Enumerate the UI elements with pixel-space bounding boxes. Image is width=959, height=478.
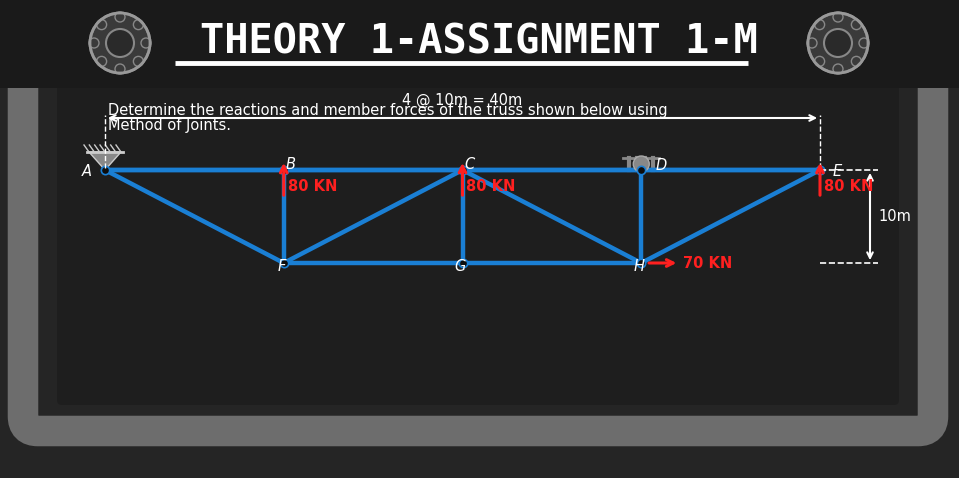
Circle shape [133, 20, 144, 30]
Polygon shape [89, 152, 121, 170]
Text: Determine the reactions and member forces of the truss shown below using: Determine the reactions and member force… [108, 103, 667, 118]
FancyBboxPatch shape [0, 0, 959, 88]
Text: Method of Joints.: Method of Joints. [108, 118, 231, 133]
Text: H: H [634, 259, 644, 274]
Text: 4 @ 10m = 40m: 4 @ 10m = 40m [403, 93, 523, 108]
Circle shape [824, 29, 852, 57]
Text: 10m: 10m [878, 209, 911, 224]
Text: THEORY 1-ASSIGNMENT 1-M: THEORY 1-ASSIGNMENT 1-M [200, 22, 758, 62]
Text: 80 KN: 80 KN [824, 178, 874, 194]
Circle shape [633, 156, 649, 172]
Circle shape [852, 56, 861, 66]
Circle shape [115, 12, 125, 22]
Text: 70 KN: 70 KN [683, 256, 733, 271]
Circle shape [115, 64, 125, 74]
Text: G: G [455, 259, 466, 274]
Circle shape [97, 20, 106, 30]
Text: 80 KN: 80 KN [466, 178, 516, 194]
Text: E: E [833, 163, 842, 178]
Circle shape [133, 56, 144, 66]
Circle shape [90, 13, 150, 73]
Circle shape [814, 20, 825, 30]
Circle shape [89, 38, 99, 48]
Text: F: F [277, 259, 286, 274]
Circle shape [141, 38, 151, 48]
Circle shape [833, 64, 843, 74]
Text: A: A [82, 163, 92, 178]
Text: 80 KN: 80 KN [288, 178, 338, 194]
Text: C: C [464, 157, 475, 172]
Circle shape [859, 38, 869, 48]
Circle shape [807, 38, 817, 48]
Circle shape [814, 56, 825, 66]
Circle shape [833, 12, 843, 22]
Text: B: B [286, 157, 295, 172]
Text: D: D [655, 158, 667, 173]
FancyBboxPatch shape [57, 65, 899, 405]
Circle shape [106, 29, 134, 57]
Circle shape [852, 20, 861, 30]
Circle shape [97, 56, 106, 66]
Circle shape [808, 13, 868, 73]
